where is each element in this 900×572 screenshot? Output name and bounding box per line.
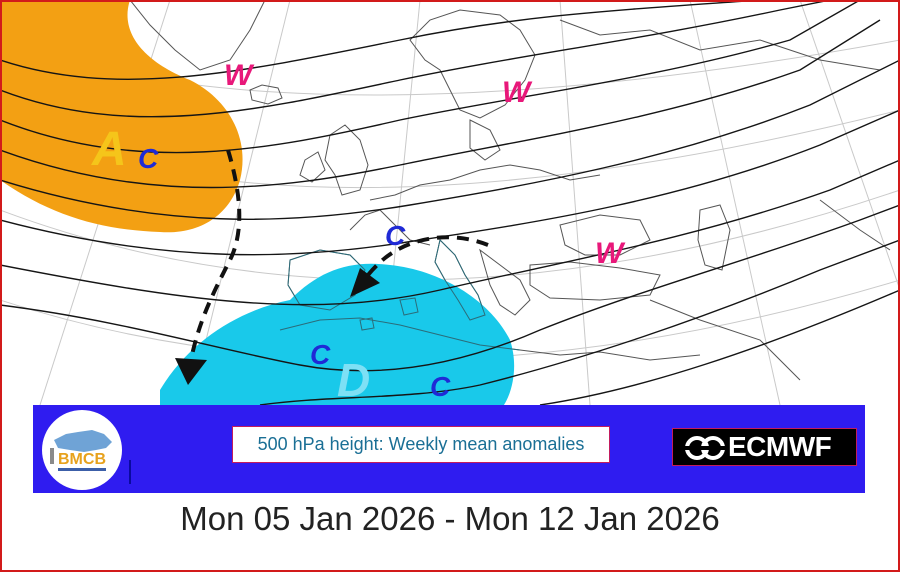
map-title: 500 hPa height: Weekly mean anomalies [232,426,610,463]
cold-label-mediterranean: C [430,371,451,402]
anticyclone-label: A [91,123,127,176]
cold-label-alps: C [385,220,406,251]
date-range: Mon 05 Jan 2026 - Mon 12 Jan 2026 [180,500,720,537]
warm-label-north-atlantic: W [224,59,255,92]
ecmwf-symbol-icon [685,436,725,460]
cold-label-iberia: C [310,339,331,370]
ecmwf-logo-text: ECMWF [728,431,832,462]
cold-label-atlantic: C [138,143,159,174]
atlantic-arrowhead-icon [175,358,207,385]
thermometer-icon [50,448,54,464]
legend-tick-mark [129,460,131,484]
warm-label-eastern-europe: W [595,237,626,270]
atlantic-trajectory-arrow [190,149,242,356]
coastlines-overlay [279,239,521,351]
continental-trajectory-arrow [360,235,489,285]
continental-arrowhead-icon [350,268,380,297]
negative-anomaly-area [160,263,515,405]
warm-label-scandinavia: W [502,76,533,109]
height-contours [2,2,898,405]
svg-text:BMCB: BMCB [58,451,106,468]
depression-label: D [337,354,370,406]
ecmwf-logo: ECMWF [672,428,857,466]
bmcb-logo: BMCB [42,410,122,490]
positive-anomaly-area [2,2,243,233]
trajectory-arrows [190,149,489,356]
